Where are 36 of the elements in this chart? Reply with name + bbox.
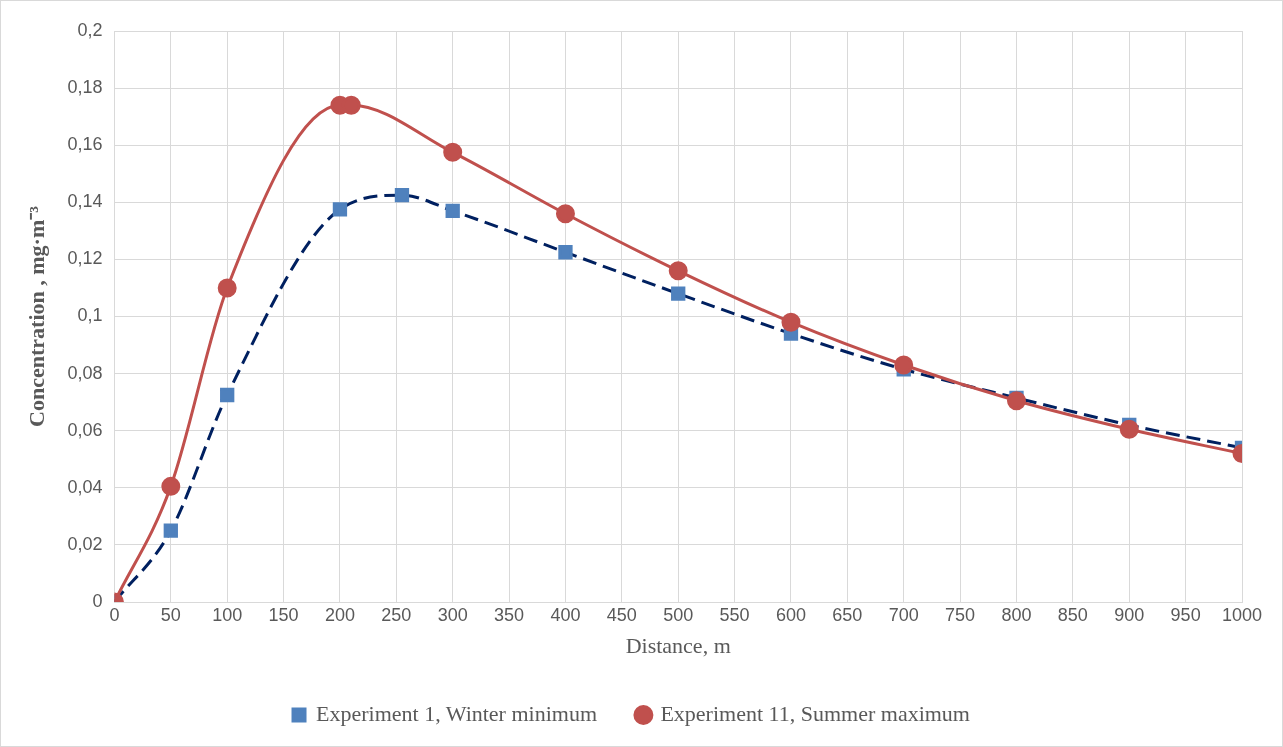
x-tick-label: 600 — [775, 604, 806, 625]
x-tick-label: 150 — [268, 604, 299, 625]
x-tick-label: 450 — [606, 604, 637, 625]
y-tick-label: 0,1 — [77, 305, 103, 326]
x-tick-label: 550 — [719, 604, 750, 625]
y-tick-label: 0,16 — [67, 134, 103, 155]
x-tick-label: 750 — [945, 604, 976, 625]
y-tick-label: 0,04 — [67, 476, 103, 497]
x-tick-label: 250 — [381, 604, 412, 625]
x-tick-label: 650 — [832, 604, 863, 625]
y-tick-label: 0 — [92, 590, 103, 611]
x-tick-label: 350 — [494, 604, 525, 625]
x-tick-label: 0 — [109, 604, 120, 625]
y-axis-title: Concentration , mg·m⁻³ — [23, 205, 49, 427]
y-tick-label: 0,18 — [67, 77, 103, 98]
y-tick-label: 0,14 — [67, 191, 103, 212]
x-tick-label: 850 — [1057, 604, 1088, 625]
y-tick-label: 0,06 — [67, 419, 103, 440]
y-tick-label: 0,2 — [77, 19, 103, 40]
x-tick-label: 950 — [1170, 604, 1201, 625]
legend-label: Experiment 11, Summer maximum — [660, 700, 970, 726]
y-tick-label: 0,02 — [67, 533, 103, 554]
x-tick-label: 200 — [324, 604, 355, 625]
x-tick-label: 800 — [1001, 604, 1032, 625]
x-tick-label: 700 — [888, 604, 919, 625]
x-tick-label: 300 — [437, 604, 468, 625]
x-tick-label: 400 — [550, 604, 581, 625]
x-tick-label: 50 — [160, 604, 181, 625]
legend-label: Experiment 1, Winter minimum — [316, 700, 598, 726]
x-tick-label: 1000 — [1221, 604, 1263, 625]
y-tick-label: 0,12 — [67, 248, 103, 269]
y-tick-label: 0,08 — [67, 362, 103, 383]
x-tick-label: 500 — [663, 604, 694, 625]
x-axis-title: Distance, m — [625, 632, 731, 658]
x-tick-label: 900 — [1114, 604, 1145, 625]
x-tick-label: 100 — [212, 604, 243, 625]
